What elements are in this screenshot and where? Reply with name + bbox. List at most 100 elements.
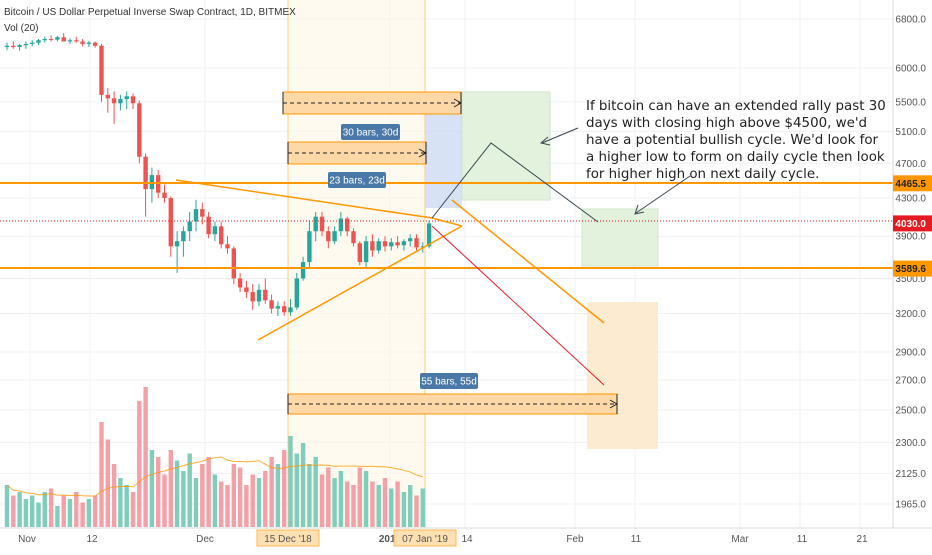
candle	[137, 100, 142, 164]
svg-text:3589.6: 3589.6	[895, 264, 926, 275]
vertical-grid	[29, 0, 861, 528]
candle	[55, 36, 60, 42]
volume-bar	[338, 471, 344, 527]
price-tick-label: 3200.0	[895, 309, 926, 320]
volume-bar	[225, 485, 230, 527]
volume-bar	[61, 495, 66, 527]
price-tag-4030.0: 4030.0	[893, 215, 932, 232]
candle	[11, 41, 16, 49]
candle	[219, 221, 224, 249]
svg-text:4465.5: 4465.5	[895, 179, 926, 190]
volume-bar	[382, 478, 388, 527]
price-tick-label: 4300.0	[895, 194, 926, 205]
volume-bar	[256, 478, 262, 527]
svg-text:for higher high on next daily: for higher high on next daily cycle.	[586, 167, 819, 182]
volume-bar	[376, 485, 381, 527]
time-tick-label: 2019	[379, 534, 402, 545]
volume-bar	[363, 471, 369, 527]
candle	[17, 43, 22, 51]
candle	[48, 35, 54, 42]
volume-bar	[156, 457, 161, 527]
candle	[149, 167, 155, 203]
candle	[99, 43, 104, 102]
volume-bar	[414, 495, 419, 527]
volume-bar	[237, 467, 243, 527]
candle	[61, 33, 66, 42]
candle	[237, 272, 243, 293]
volume-bar	[219, 481, 224, 527]
volume-bar	[11, 495, 16, 527]
candle	[244, 280, 249, 298]
descending-trendline	[175, 179, 433, 219]
volume-bar	[36, 502, 41, 527]
candle	[124, 91, 129, 110]
candle	[401, 239, 407, 251]
svg-text:If bitcoin can have an extende: If bitcoin can have an extended rally pa…	[586, 99, 886, 114]
measure-23-bars	[287, 141, 428, 165]
time-axis[interactable]: Nov 12 Dec 15 Dec '18 2019 07 Jan '19 14 Feb 11 M…	[0, 527, 932, 547]
candle	[382, 236, 388, 252]
volume-bar	[30, 495, 35, 527]
volume-bar	[23, 499, 29, 527]
volume-bar	[231, 464, 236, 527]
candle	[263, 278, 268, 304]
volume-bar	[93, 495, 98, 527]
svg-text:4030.0: 4030.0	[895, 219, 926, 230]
candle	[187, 211, 192, 242]
ascending-trendline	[257, 225, 463, 341]
volume-bar	[319, 474, 325, 527]
candle	[370, 234, 375, 257]
time-tick-label: 12	[86, 534, 98, 545]
apex-connector	[431, 217, 463, 227]
volume-bar	[300, 443, 306, 527]
volume-bar	[99, 422, 104, 527]
candle	[231, 246, 236, 285]
orange-range-box	[587, 302, 658, 449]
price-tick-label: 6800.0	[895, 15, 926, 26]
candle	[67, 38, 73, 44]
time-tick-label: 15 Dec '18	[264, 534, 312, 545]
candle	[307, 221, 312, 268]
volume-bar	[269, 457, 274, 527]
volume-bar	[174, 460, 180, 527]
price-axis[interactable]: 6800.0 6000.0 5500.0 5100.0 4700.0 4300.0 3900…	[892, 0, 932, 550]
volume-bar	[288, 436, 293, 527]
svg-text:a higher low to form on daily: a higher low to form on daily cycle then…	[586, 150, 885, 165]
note-arrow-upper	[539, 127, 579, 146]
price-tick-label: 4700.0	[895, 159, 926, 170]
price-tick-label: 1965.0	[895, 500, 926, 511]
candle	[282, 301, 287, 316]
measure-30-bars-label: 30 bars, 30d	[341, 124, 400, 140]
candle	[225, 236, 230, 254]
candle	[30, 40, 35, 47]
volume-bar	[162, 474, 167, 527]
price-tick-label: 5100.0	[895, 127, 926, 138]
volume-bar	[67, 499, 73, 527]
candle	[111, 91, 117, 124]
volume-bar	[86, 499, 92, 527]
time-tick-label: 07 Jan '19	[402, 534, 448, 545]
volume-bar	[118, 478, 123, 527]
candle	[351, 228, 356, 247]
candle	[4, 42, 10, 51]
volume-bar	[357, 467, 362, 527]
green-target-box-lower	[581, 208, 659, 267]
candle	[256, 284, 262, 307]
volume-bar	[80, 502, 85, 527]
price-tick-label: 3500.0	[895, 274, 926, 285]
volume-bar	[282, 450, 287, 527]
measure-30-bars	[282, 91, 463, 115]
candle	[143, 153, 148, 217]
volume-bar	[168, 450, 173, 527]
time-tick-label: 14	[461, 534, 473, 545]
svg-text:55 bars, 55d: 55 bars, 55d	[421, 377, 477, 388]
candle	[326, 226, 331, 249]
candle	[363, 236, 369, 268]
bearish-projection-red	[431, 225, 605, 386]
time-tick-label: Nov	[18, 534, 36, 545]
analysis-note: If bitcoin can have an extended rally pa…	[586, 99, 886, 182]
time-tick-highlight	[393, 529, 457, 547]
time-tick-label: 11	[631, 534, 642, 545]
candle	[389, 238, 394, 251]
measure-55-bars	[287, 393, 619, 415]
